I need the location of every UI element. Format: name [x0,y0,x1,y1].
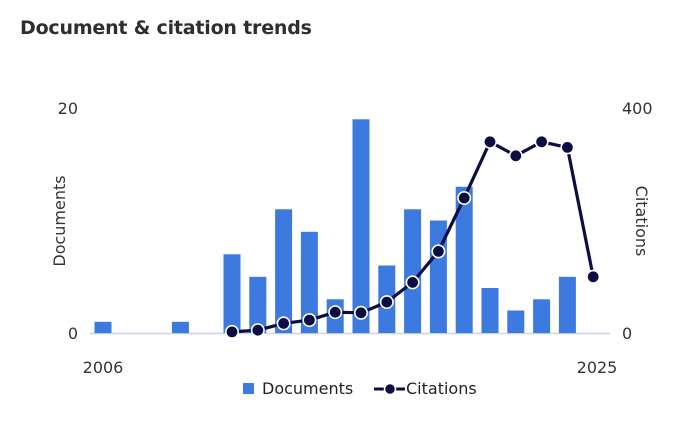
citation-point-2023[interactable] [534,134,549,149]
citations-line [225,134,601,339]
citation-point-2019[interactable] [431,244,446,259]
bar-2009[interactable] [171,321,189,334]
citation-point-2024[interactable] [560,140,575,155]
right-tick-max: 400 [622,99,653,118]
x-tick-last: 2025 [577,358,618,377]
legend[interactable]: Documents Citations [243,379,477,398]
citation-point-2022[interactable] [508,148,523,163]
left-tick-max: 20 [58,99,78,118]
chart-title: Document & citation trends [20,17,312,39]
left-tick-min: 0 [68,324,78,343]
bar-2016[interactable] [352,119,370,334]
bar-2021[interactable] [481,288,499,333]
bar-2013[interactable] [275,209,293,334]
legend-citations-marker [383,382,397,396]
bar-2020[interactable] [455,186,473,334]
bar-2022[interactable] [507,310,525,334]
citation-point-2018[interactable] [405,275,420,290]
y-axis-label-right: Citations [632,186,651,257]
right-tick-min: 0 [622,324,632,343]
x-tick-first: 2006 [83,358,124,377]
citation-point-2016[interactable] [353,305,368,320]
citation-point-2017[interactable] [379,295,394,310]
legend-citations-label[interactable]: Citations [406,379,477,398]
y-axis-label-left: Documents [50,175,69,266]
citation-point-2025[interactable] [586,269,601,284]
citation-point-2011[interactable] [225,324,240,339]
bar-2006[interactable] [94,321,112,334]
bar-2023[interactable] [533,299,551,334]
legend-documents-label[interactable]: Documents [262,379,353,398]
citation-point-2020[interactable] [457,191,472,206]
citation-point-2015[interactable] [328,305,343,320]
bar-2011[interactable] [223,254,241,334]
bar-2012[interactable] [249,276,267,334]
bar-2018[interactable] [404,209,422,334]
legend-documents-swatch [243,383,254,394]
documents-bars [94,119,576,334]
citation-point-2012[interactable] [250,323,265,338]
citation-point-2021[interactable] [482,134,497,149]
bar-2024[interactable] [558,276,576,334]
citation-point-2014[interactable] [302,313,317,328]
axis-labels: 20 0 400 0 2006 2025 Documents Citations [50,99,653,377]
citation-point-2013[interactable] [276,316,291,331]
bar-2014[interactable] [300,231,318,334]
